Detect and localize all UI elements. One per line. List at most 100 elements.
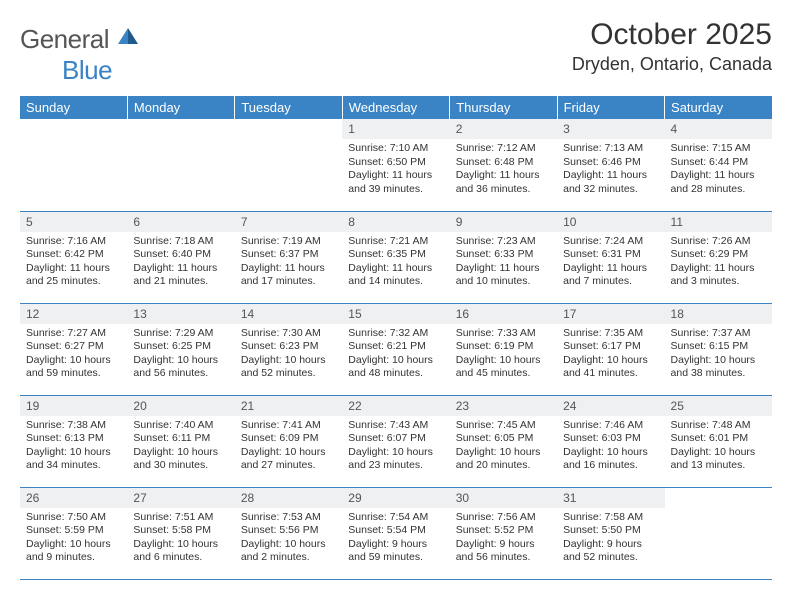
calendar-cell: 6Sunrise: 7:18 AMSunset: 6:40 PMDaylight… (127, 211, 234, 303)
calendar-cell: 13Sunrise: 7:29 AMSunset: 6:25 PMDayligh… (127, 303, 234, 395)
calendar-week-row: 26Sunrise: 7:50 AMSunset: 5:59 PMDayligh… (20, 487, 772, 579)
calendar-cell: 26Sunrise: 7:50 AMSunset: 5:59 PMDayligh… (20, 487, 127, 579)
day-body: Sunrise: 7:43 AMSunset: 6:07 PMDaylight:… (342, 416, 449, 478)
day-body: Sunrise: 7:46 AMSunset: 6:03 PMDaylight:… (557, 416, 664, 478)
day-number: 10 (557, 212, 664, 232)
calendar-cell: 28Sunrise: 7:53 AMSunset: 5:56 PMDayligh… (235, 487, 342, 579)
day-body: Sunrise: 7:24 AMSunset: 6:31 PMDaylight:… (557, 232, 664, 294)
day-number: 23 (450, 396, 557, 416)
calendar-cell: 5Sunrise: 7:16 AMSunset: 6:42 PMDaylight… (20, 211, 127, 303)
title-block: October 2025 Dryden, Ontario, Canada (572, 18, 772, 75)
day-body: Sunrise: 7:50 AMSunset: 5:59 PMDaylight:… (20, 508, 127, 570)
day-number: 16 (450, 304, 557, 324)
day-header: Sunday (20, 96, 127, 119)
day-header: Wednesday (342, 96, 449, 119)
calendar-week-row: 12Sunrise: 7:27 AMSunset: 6:27 PMDayligh… (20, 303, 772, 395)
logo-word1: General (20, 24, 109, 54)
calendar-cell: 12Sunrise: 7:27 AMSunset: 6:27 PMDayligh… (20, 303, 127, 395)
day-number: 25 (665, 396, 772, 416)
page-title: October 2025 (572, 18, 772, 52)
day-body: Sunrise: 7:51 AMSunset: 5:58 PMDaylight:… (127, 508, 234, 570)
day-number: 27 (127, 488, 234, 508)
calendar-cell: 10Sunrise: 7:24 AMSunset: 6:31 PMDayligh… (557, 211, 664, 303)
calendar-cell (235, 119, 342, 211)
calendar-cell: 9Sunrise: 7:23 AMSunset: 6:33 PMDaylight… (450, 211, 557, 303)
day-body: Sunrise: 7:27 AMSunset: 6:27 PMDaylight:… (20, 324, 127, 386)
day-number: 4 (665, 119, 772, 139)
day-number: 2 (450, 119, 557, 139)
day-number: 18 (665, 304, 772, 324)
day-header: Friday (557, 96, 664, 119)
calendar-body: 1Sunrise: 7:10 AMSunset: 6:50 PMDaylight… (20, 119, 772, 579)
calendar-cell: 18Sunrise: 7:37 AMSunset: 6:15 PMDayligh… (665, 303, 772, 395)
day-number: 11 (665, 212, 772, 232)
day-body: Sunrise: 7:37 AMSunset: 6:15 PMDaylight:… (665, 324, 772, 386)
day-body: Sunrise: 7:23 AMSunset: 6:33 PMDaylight:… (450, 232, 557, 294)
day-number: 8 (342, 212, 449, 232)
calendar-cell: 24Sunrise: 7:46 AMSunset: 6:03 PMDayligh… (557, 395, 664, 487)
day-number: 17 (557, 304, 664, 324)
day-number: 6 (127, 212, 234, 232)
day-body: Sunrise: 7:33 AMSunset: 6:19 PMDaylight:… (450, 324, 557, 386)
calendar-cell: 22Sunrise: 7:43 AMSunset: 6:07 PMDayligh… (342, 395, 449, 487)
calendar-cell: 20Sunrise: 7:40 AMSunset: 6:11 PMDayligh… (127, 395, 234, 487)
day-number: 31 (557, 488, 664, 508)
calendar-week-row: 19Sunrise: 7:38 AMSunset: 6:13 PMDayligh… (20, 395, 772, 487)
calendar-cell: 31Sunrise: 7:58 AMSunset: 5:50 PMDayligh… (557, 487, 664, 579)
day-body: Sunrise: 7:13 AMSunset: 6:46 PMDaylight:… (557, 139, 664, 201)
calendar-cell: 15Sunrise: 7:32 AMSunset: 6:21 PMDayligh… (342, 303, 449, 395)
calendar-cell: 2Sunrise: 7:12 AMSunset: 6:48 PMDaylight… (450, 119, 557, 211)
calendar-cell: 25Sunrise: 7:48 AMSunset: 6:01 PMDayligh… (665, 395, 772, 487)
day-body: Sunrise: 7:29 AMSunset: 6:25 PMDaylight:… (127, 324, 234, 386)
day-number: 22 (342, 396, 449, 416)
page-subtitle: Dryden, Ontario, Canada (572, 54, 772, 75)
calendar-cell: 14Sunrise: 7:30 AMSunset: 6:23 PMDayligh… (235, 303, 342, 395)
day-body: Sunrise: 7:19 AMSunset: 6:37 PMDaylight:… (235, 232, 342, 294)
day-body: Sunrise: 7:54 AMSunset: 5:54 PMDaylight:… (342, 508, 449, 570)
calendar-cell: 8Sunrise: 7:21 AMSunset: 6:35 PMDaylight… (342, 211, 449, 303)
day-number: 1 (342, 119, 449, 139)
calendar-cell: 1Sunrise: 7:10 AMSunset: 6:50 PMDaylight… (342, 119, 449, 211)
day-number: 19 (20, 396, 127, 416)
calendar-cell: 19Sunrise: 7:38 AMSunset: 6:13 PMDayligh… (20, 395, 127, 487)
day-number: 9 (450, 212, 557, 232)
day-body: Sunrise: 7:56 AMSunset: 5:52 PMDaylight:… (450, 508, 557, 570)
day-body: Sunrise: 7:45 AMSunset: 6:05 PMDaylight:… (450, 416, 557, 478)
calendar-cell: 7Sunrise: 7:19 AMSunset: 6:37 PMDaylight… (235, 211, 342, 303)
calendar-cell (20, 119, 127, 211)
header: General Blue October 2025 Dryden, Ontari… (20, 18, 772, 86)
logo: General Blue (20, 24, 140, 86)
calendar-cell: 11Sunrise: 7:26 AMSunset: 6:29 PMDayligh… (665, 211, 772, 303)
calendar-table: SundayMondayTuesdayWednesdayThursdayFrid… (20, 96, 772, 580)
day-body: Sunrise: 7:35 AMSunset: 6:17 PMDaylight:… (557, 324, 664, 386)
day-number: 5 (20, 212, 127, 232)
calendar-cell: 23Sunrise: 7:45 AMSunset: 6:05 PMDayligh… (450, 395, 557, 487)
day-body: Sunrise: 7:41 AMSunset: 6:09 PMDaylight:… (235, 416, 342, 478)
day-number: 3 (557, 119, 664, 139)
calendar-cell: 21Sunrise: 7:41 AMSunset: 6:09 PMDayligh… (235, 395, 342, 487)
logo-mark-icon (116, 24, 140, 53)
logo-word2: Blue (62, 55, 112, 85)
day-body: Sunrise: 7:58 AMSunset: 5:50 PMDaylight:… (557, 508, 664, 570)
day-number: 29 (342, 488, 449, 508)
day-number: 28 (235, 488, 342, 508)
calendar-cell: 16Sunrise: 7:33 AMSunset: 6:19 PMDayligh… (450, 303, 557, 395)
day-body: Sunrise: 7:15 AMSunset: 6:44 PMDaylight:… (665, 139, 772, 201)
day-number: 13 (127, 304, 234, 324)
calendar-week-row: 1Sunrise: 7:10 AMSunset: 6:50 PMDaylight… (20, 119, 772, 211)
day-header: Tuesday (235, 96, 342, 119)
day-header: Monday (127, 96, 234, 119)
day-number: 7 (235, 212, 342, 232)
day-body: Sunrise: 7:53 AMSunset: 5:56 PMDaylight:… (235, 508, 342, 570)
day-body: Sunrise: 7:12 AMSunset: 6:48 PMDaylight:… (450, 139, 557, 201)
day-body: Sunrise: 7:21 AMSunset: 6:35 PMDaylight:… (342, 232, 449, 294)
day-body: Sunrise: 7:48 AMSunset: 6:01 PMDaylight:… (665, 416, 772, 478)
calendar-cell: 3Sunrise: 7:13 AMSunset: 6:46 PMDaylight… (557, 119, 664, 211)
day-number: 21 (235, 396, 342, 416)
day-number: 15 (342, 304, 449, 324)
day-body: Sunrise: 7:16 AMSunset: 6:42 PMDaylight:… (20, 232, 127, 294)
day-number: 30 (450, 488, 557, 508)
day-body: Sunrise: 7:38 AMSunset: 6:13 PMDaylight:… (20, 416, 127, 478)
day-body: Sunrise: 7:18 AMSunset: 6:40 PMDaylight:… (127, 232, 234, 294)
calendar-cell: 29Sunrise: 7:54 AMSunset: 5:54 PMDayligh… (342, 487, 449, 579)
